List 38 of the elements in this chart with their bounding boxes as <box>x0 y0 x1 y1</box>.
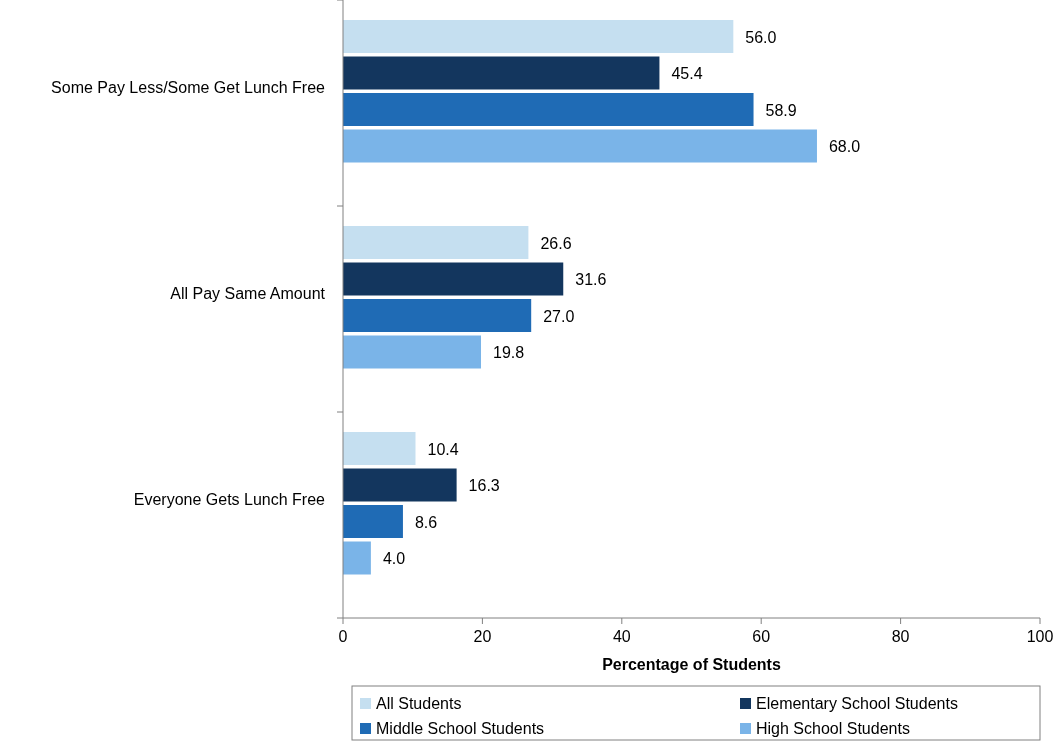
x-tick-label: 80 <box>891 628 910 645</box>
data-label: 27.0 <box>543 307 575 325</box>
bar <box>343 20 734 53</box>
data-label: 58.9 <box>765 101 797 119</box>
data-label: 8.6 <box>414 513 438 531</box>
y-tick-label: Everyone Gets Lunch Free <box>133 491 326 508</box>
bar <box>343 56 660 90</box>
bar <box>343 262 564 296</box>
bar <box>343 93 754 126</box>
data-label: 4.0 <box>382 550 406 567</box>
bar <box>343 299 532 332</box>
bar <box>343 432 416 465</box>
data-label: 19.8 <box>493 344 525 361</box>
data-label: 45.4 <box>671 65 703 82</box>
data-label: 16.3 <box>468 477 500 494</box>
x-tick-label: 100 <box>1026 628 1054 645</box>
bar <box>343 505 403 538</box>
legend-label: Elementary School Students <box>756 695 958 712</box>
x-tick-label: 40 <box>612 628 631 645</box>
data-label: 10.4 <box>427 440 459 458</box>
x-tick-label: 20 <box>473 628 492 645</box>
data-label: 31.6 <box>575 271 607 288</box>
data-label: 68.0 <box>828 138 861 155</box>
bar <box>343 129 817 163</box>
legend-label: All Students <box>376 695 462 712</box>
y-tick-label: All Pay Same Amount <box>170 285 326 302</box>
bar <box>343 226 529 259</box>
bar <box>343 541 371 575</box>
x-tick-label: 0 <box>338 628 348 645</box>
data-label: 56.0 <box>745 28 777 46</box>
x-axis-title: Percentage of Students <box>602 656 781 673</box>
y-tick-label: Some Pay Less/Some Get Lunch Free <box>51 79 326 96</box>
bar <box>343 468 457 502</box>
data-label: 26.6 <box>540 234 572 252</box>
legend-label: Middle School Students <box>376 720 545 737</box>
legend-label: High School Students <box>756 720 910 737</box>
x-tick-label: 60 <box>752 628 771 645</box>
bar <box>343 335 482 369</box>
